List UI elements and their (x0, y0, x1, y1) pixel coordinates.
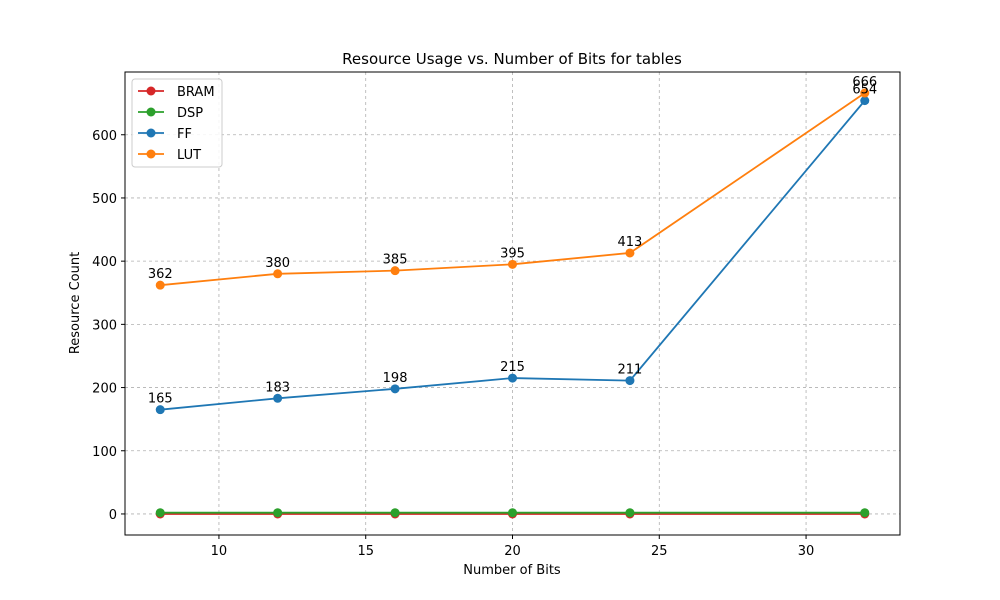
data-point-ff (155, 405, 165, 415)
y-tick-label: 400 (92, 255, 117, 270)
y-axis-label: Resource Count (68, 252, 83, 354)
y-tick-label: 0 (109, 508, 117, 523)
series-line-lut (160, 92, 866, 287)
data-label-ff: 654 (852, 83, 877, 98)
data-label-lut: 362 (148, 267, 173, 282)
x-axis-label: Number of Bits (463, 563, 561, 578)
chart-title: Resource Usage vs. Number of Bits for ta… (342, 50, 682, 68)
data-point-dsp (390, 508, 400, 518)
data-point-ff (625, 376, 635, 386)
legend-box (131, 78, 223, 168)
data-point-dsp (508, 508, 517, 518)
data-label-ff: 165 (148, 392, 173, 407)
y-tick-label: 300 (92, 318, 117, 333)
data-label-ff: 198 (383, 371, 408, 386)
data-point-lut (273, 269, 283, 279)
legend: BRAM DSP FF LUT (131, 78, 223, 168)
data-point-ff (273, 393, 283, 403)
data-point-dsp (155, 508, 165, 518)
data-point-ff (390, 384, 400, 394)
data-label-lut: 380 (265, 256, 290, 271)
data-point-dsp (625, 508, 635, 518)
y-tick-label: 200 (92, 382, 117, 397)
data-point-ff (860, 96, 870, 106)
legend-marker-lut (146, 149, 156, 159)
data-labels: 165 183 198 215 211 654 362 380 385 395 413 666 (148, 75, 877, 407)
data-point-lut (155, 280, 165, 290)
legend-label-ff: FF (177, 127, 192, 142)
data-label-ff: 183 (265, 380, 290, 395)
grid (125, 72, 900, 535)
x-tick-label: 15 (357, 544, 374, 559)
legend-marker-ff (146, 128, 156, 138)
data-label-ff: 211 (618, 363, 643, 378)
data-label-ff: 215 (500, 360, 525, 375)
legend-label-lut: LUT (177, 148, 201, 163)
data-point-lut (508, 259, 517, 269)
y-tick-label: 600 (92, 129, 117, 144)
legend-marker-dsp (146, 107, 156, 117)
data-label-lut: 666 (852, 75, 877, 90)
series-layer (155, 88, 870, 519)
x-tick-label: 10 (211, 544, 228, 559)
data-point-dsp (273, 508, 283, 518)
legend-label-dsp: DSP (177, 106, 203, 121)
x-tick-label: 30 (798, 544, 815, 559)
data-point-lut (860, 88, 870, 98)
plot-frame (124, 71, 901, 536)
x-tick-label: 20 (504, 544, 521, 559)
data-point-ff (508, 373, 517, 383)
x-tick-label: 25 (651, 544, 668, 559)
data-point-lut (625, 248, 635, 258)
legend-label-bram: BRAM (177, 85, 215, 100)
y-tick-label: 100 (92, 445, 117, 460)
data-point-lut (390, 266, 400, 276)
data-label-lut: 395 (500, 246, 525, 261)
data-point-dsp (860, 508, 870, 518)
legend-marker-bram (146, 86, 156, 96)
series-line-ff (160, 100, 866, 411)
data-label-lut: 385 (383, 253, 408, 268)
y-tick-label: 500 (92, 192, 117, 207)
data-label-lut: 413 (618, 235, 643, 250)
